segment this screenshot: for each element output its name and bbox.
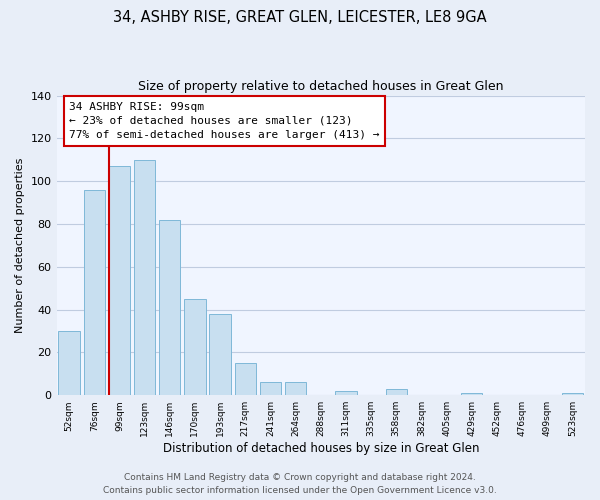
X-axis label: Distribution of detached houses by size in Great Glen: Distribution of detached houses by size …: [163, 442, 479, 455]
Bar: [461, 393, 482, 395]
Bar: [285, 382, 307, 395]
Bar: [562, 393, 583, 395]
Bar: [134, 160, 155, 395]
Bar: [109, 166, 130, 395]
Text: 34, ASHBY RISE, GREAT GLEN, LEICESTER, LE8 9GA: 34, ASHBY RISE, GREAT GLEN, LEICESTER, L…: [113, 10, 487, 25]
Y-axis label: Number of detached properties: Number of detached properties: [15, 158, 25, 333]
Bar: [83, 190, 105, 395]
Bar: [58, 331, 80, 395]
Bar: [386, 389, 407, 395]
Bar: [260, 382, 281, 395]
Bar: [159, 220, 181, 395]
Bar: [184, 299, 206, 395]
Bar: [209, 314, 231, 395]
Bar: [235, 363, 256, 395]
Bar: [335, 391, 356, 395]
Text: Contains HM Land Registry data © Crown copyright and database right 2024.
Contai: Contains HM Land Registry data © Crown c…: [103, 474, 497, 495]
Title: Size of property relative to detached houses in Great Glen: Size of property relative to detached ho…: [138, 80, 503, 93]
Text: 34 ASHBY RISE: 99sqm
← 23% of detached houses are smaller (123)
77% of semi-deta: 34 ASHBY RISE: 99sqm ← 23% of detached h…: [69, 102, 380, 140]
